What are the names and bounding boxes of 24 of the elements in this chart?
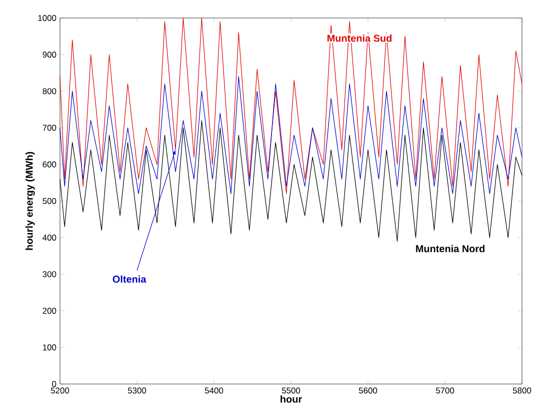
x-tick-label: 5300 — [128, 388, 146, 394]
series-label: Muntenia Sud — [328, 34, 392, 42]
y-tick-label: 100 — [42, 344, 56, 350]
x-tick-label: 5400 — [204, 388, 224, 394]
x-tick-label: 5600 — [358, 388, 378, 394]
y-axis-title: hourly energy (MWh) — [25, 152, 35, 250]
x-tick-label: 5800 — [512, 388, 532, 394]
y-tick-label: 900 — [42, 52, 56, 58]
line-series — [60, 18, 522, 194]
x-tick-label: 5500 — [282, 388, 300, 394]
series-label: Muntenia Nord — [416, 244, 484, 252]
x-tick-label: 5200 — [50, 388, 70, 394]
y-tick-label: 0 — [52, 381, 56, 387]
y-tick-label: 700 — [42, 124, 56, 131]
x-axis-title: hour — [280, 395, 302, 403]
y-tick-label: 800 — [42, 88, 56, 94]
y-tick-label: 500 — [42, 198, 56, 204]
text: Oltenia — [112, 275, 146, 283]
y-tick-label: 200 — [42, 308, 56, 314]
y-tick-label: 1000 — [38, 15, 56, 21]
y-tick-label: 300 — [42, 271, 56, 278]
x-tick-label: 5700 — [436, 388, 454, 394]
y-tick-label: 600 — [42, 161, 56, 168]
y-tick-label: 400 — [42, 234, 56, 241]
